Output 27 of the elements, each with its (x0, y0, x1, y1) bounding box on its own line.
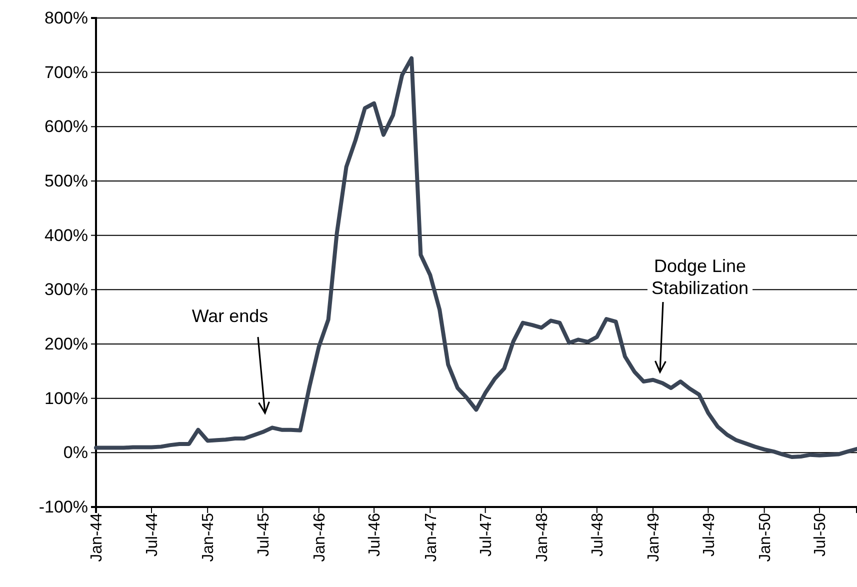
x-tick-label: Jan-49 (646, 512, 663, 562)
y-tick-label: 400% (44, 226, 88, 245)
y-tick-label: 600% (44, 117, 88, 136)
x-tick-label: Jul-46 (366, 512, 384, 557)
annotation: War ends (192, 306, 268, 326)
y-tick-label: -100% (38, 497, 88, 516)
x-tick-label: Jul-50 (812, 512, 830, 557)
x-tick-label: Jul-49 (700, 512, 718, 557)
line-series (94, 56, 857, 460)
y-tick-label: 0% (63, 443, 88, 462)
x-tick-label: Jul-44 (144, 512, 162, 557)
y-tick-label: 500% (44, 171, 88, 190)
y-tick-label: 100% (44, 388, 88, 408)
x-tick-label: Jan-50 (756, 512, 774, 562)
x-tick-label: Jul-48 (590, 512, 607, 557)
x-tick-label: Jul-45 (255, 512, 272, 557)
y-tick-label: 300% (44, 280, 88, 300)
x-tick-label: Jul-47 (478, 512, 495, 557)
y-tick-label: 200% (44, 334, 88, 354)
annotation: Dodge Line Stabilization (651, 256, 749, 298)
y-tick-label: 700% (44, 62, 88, 82)
y-tick-label: 800% (44, 8, 88, 28)
x-tick-label: Jan-46 (311, 512, 328, 562)
x-tick-label: Jan-47 (422, 512, 440, 562)
x-tick-label: Jan-44 (88, 512, 106, 562)
x-tick-label: Jan-48 (534, 512, 552, 562)
x-tick-label: Jan-45 (200, 512, 218, 562)
